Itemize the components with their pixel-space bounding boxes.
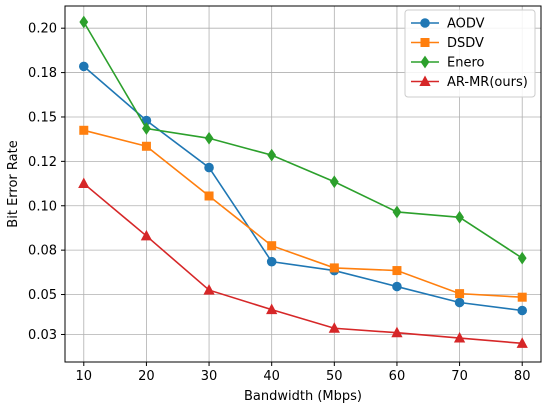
x-tick-label: 50 (326, 369, 343, 384)
data-point-ar-mr-ours (78, 177, 90, 189)
plot-frame (64, 5, 542, 363)
y-tick-label: 0.05 (28, 288, 57, 303)
legend: AODV DSDV Enero AR-MR(ours) (404, 9, 536, 98)
data-point-enero (142, 122, 151, 135)
legend-label: DSDV (447, 36, 484, 51)
axis-ticks: 10 20 30 40 50 60 70 80 0.03 0.05 0.08 0.10 0.12 0.15… (28, 22, 530, 384)
y-tick-label: 0.03 (28, 328, 57, 343)
series-line-ar-mr-ours (83, 182, 523, 345)
series-dsdv (79, 125, 527, 302)
legend-item-ar-mr-ours: AR-MR(ours) (411, 75, 528, 90)
legend-item-dsdv: DSDV (411, 36, 484, 51)
legend-item-aodv: AODV (411, 17, 485, 32)
x-tick-label: 30 (201, 369, 218, 384)
legend-marker (420, 18, 430, 28)
x-tick-label: 70 (451, 369, 468, 384)
y-tick-label: 0.18 (28, 66, 57, 81)
data-point-dsdv (204, 191, 214, 201)
data-point-enero (204, 131, 214, 145)
data-point-aodv (78, 61, 89, 72)
y-tick-label: 0.12 (28, 155, 57, 170)
y-tick-label: 0.20 (28, 22, 57, 37)
data-point-aodv (454, 297, 465, 308)
data-point-ar-mr-ours (391, 326, 403, 338)
legend-box (404, 9, 536, 98)
data-point-ar-mr-ours (516, 337, 528, 348)
data-point-aodv (517, 305, 528, 316)
data-point-aodv (266, 256, 277, 267)
legend-label: AR-MR(ours) (447, 75, 528, 90)
y-tick-label: 0.10 (28, 199, 57, 214)
legend-label: AODV (447, 17, 485, 32)
data-point-ar-mr-ours (266, 303, 278, 315)
legend-marker (420, 55, 430, 69)
data-point-dsdv (392, 266, 402, 276)
data-point-aodv (204, 162, 214, 173)
data-point-enero (267, 148, 277, 162)
data-point-ar-mr-ours (140, 229, 153, 241)
data-point-enero (455, 210, 464, 224)
x-tick-label: 60 (389, 369, 406, 384)
x-tick-label: 80 (514, 369, 531, 384)
data-point-dsdv (79, 125, 89, 135)
series-ar-mr-ours (78, 177, 528, 348)
y-tick-label: 0.15 (28, 110, 57, 125)
data-point-dsdv (267, 241, 277, 251)
x-tick-label: 10 (76, 369, 93, 384)
data-point-ar-mr-ours (203, 284, 215, 295)
legend-label: Enero (447, 56, 485, 71)
series-line-enero (83, 21, 523, 259)
data-point-enero (517, 251, 527, 265)
legend-item-enero: Enero (411, 56, 485, 71)
data-point-ar-mr-ours (453, 331, 466, 343)
x-axis-label: Bandwidth (Mbps) (244, 389, 362, 404)
x-tick-label: 20 (138, 369, 155, 384)
data-point-dsdv (329, 263, 339, 273)
data-point-dsdv (455, 289, 465, 299)
legend-marker (419, 75, 431, 86)
series-line-aodv (83, 65, 523, 312)
y-axis-label: Bit Error Rate (6, 140, 21, 227)
legend-marker (420, 38, 430, 47)
data-point-dsdv (517, 292, 527, 302)
y-tick-label: 0.08 (28, 244, 57, 259)
data-point-enero (392, 205, 402, 219)
data-point-dsdv (141, 141, 151, 151)
series-layer (78, 15, 528, 348)
data-point-ar-mr-ours (328, 322, 340, 333)
data-point-aodv (392, 281, 402, 292)
series-enero (79, 15, 527, 265)
data-point-enero (329, 175, 339, 189)
series-line-dsdv (83, 129, 523, 298)
x-tick-label: 40 (263, 369, 280, 384)
data-point-enero (79, 15, 89, 29)
